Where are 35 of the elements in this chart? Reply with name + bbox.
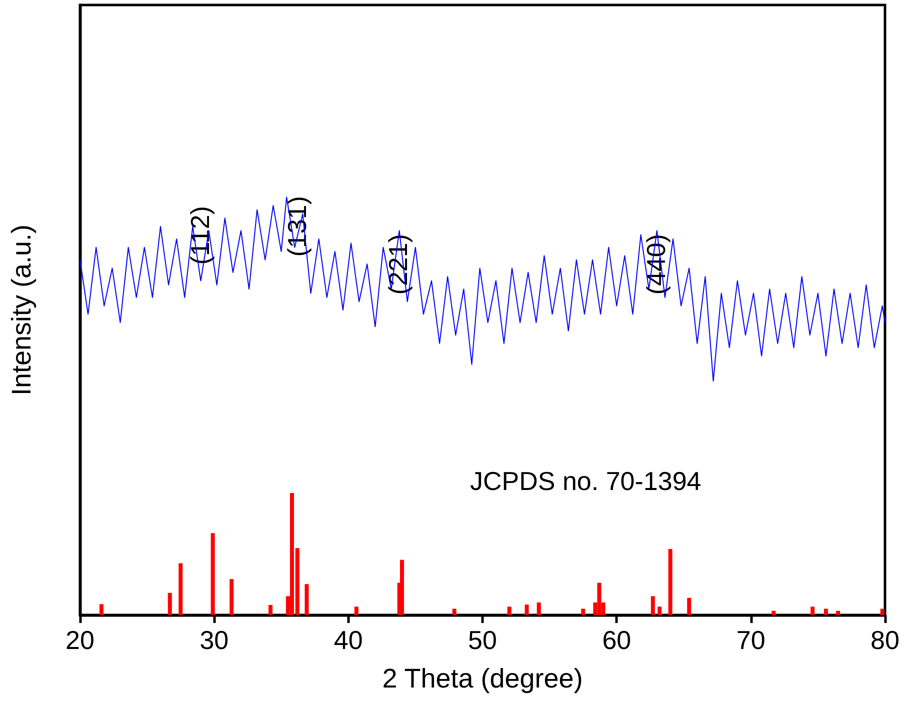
- bar: [658, 606, 662, 615]
- bar: [178, 563, 183, 615]
- x-axis-title: 2 Theta (degree): [382, 664, 583, 694]
- bar: [524, 604, 529, 615]
- bar: [597, 582, 602, 615]
- x-tick-label: 50: [468, 625, 497, 655]
- bar: [354, 606, 358, 615]
- x-tick-label: 60: [602, 625, 632, 655]
- bar: [687, 598, 692, 615]
- bar: [880, 608, 884, 615]
- bar: [507, 606, 512, 615]
- bar: [824, 608, 828, 615]
- bar: [810, 606, 815, 615]
- bar: [230, 579, 234, 615]
- bar: [99, 604, 104, 615]
- x-tick-label: 20: [66, 625, 94, 655]
- bar: [452, 608, 456, 615]
- annotation: (112): [185, 206, 215, 265]
- bar: [668, 548, 672, 615]
- x-tick-label: 70: [736, 625, 766, 655]
- annotation: JCPDS no. 70-1394: [470, 466, 702, 496]
- bar: [304, 584, 309, 615]
- bar: [650, 596, 655, 615]
- bar: [168, 592, 172, 615]
- bar: [210, 533, 215, 615]
- bar: [536, 602, 541, 615]
- bar: [772, 610, 776, 615]
- bar: [581, 608, 586, 615]
- x-tick-label: 30: [200, 625, 229, 655]
- y-axis-title: Intensity (a.u.): [6, 224, 36, 396]
- bar: [400, 560, 404, 615]
- bar: [268, 604, 273, 615]
- bar: [836, 610, 840, 615]
- x-tick-label: 80: [870, 625, 900, 655]
- x-tick-label: 40: [334, 625, 363, 655]
